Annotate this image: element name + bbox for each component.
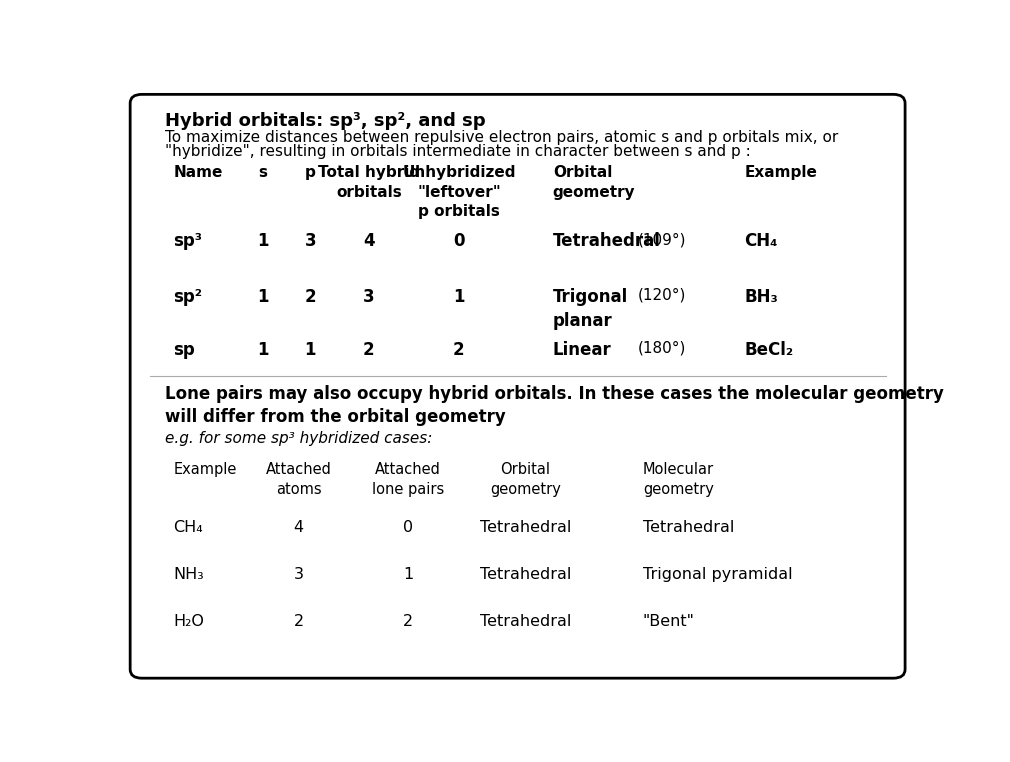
Text: Tetrahedral: Tetrahedral (480, 520, 571, 535)
Text: (109°): (109°) (638, 232, 687, 247)
Text: 3: 3 (304, 232, 316, 250)
Text: p: p (305, 165, 316, 180)
Text: Orbital
geometry: Orbital geometry (490, 463, 561, 497)
Text: 4: 4 (293, 520, 304, 535)
Text: H₂O: H₂O (174, 613, 204, 629)
Text: 1: 1 (258, 288, 269, 306)
Text: 0: 0 (403, 520, 413, 535)
Text: Lone pairs may also occupy hybrid orbitals. In these cases the molecular geometr: Lone pairs may also occupy hybrid orbita… (166, 385, 944, 403)
Text: Example: Example (744, 165, 817, 180)
Text: 4: 4 (363, 232, 375, 250)
Text: 1: 1 (403, 567, 413, 581)
Text: Name: Name (174, 165, 222, 180)
Text: 3: 3 (363, 288, 375, 306)
Text: Trigonal pyramidal: Trigonal pyramidal (643, 567, 793, 581)
Text: sp³: sp³ (174, 232, 202, 250)
Text: 3: 3 (294, 567, 303, 581)
Text: 0: 0 (453, 232, 465, 250)
Text: 2: 2 (304, 288, 316, 306)
Text: 2: 2 (453, 341, 465, 359)
Text: Unhybridized
"leftover"
p orbitals: Unhybridized "leftover" p orbitals (402, 165, 516, 219)
Text: 2: 2 (403, 613, 413, 629)
Text: Orbital
geometry: Orbital geometry (552, 165, 635, 200)
Text: 1: 1 (453, 288, 465, 306)
Text: 1: 1 (258, 232, 269, 250)
Text: 1: 1 (304, 341, 316, 359)
Text: Attached
atoms: Attached atoms (266, 463, 331, 497)
Text: Trigonal
planar: Trigonal planar (552, 288, 628, 330)
Text: NH₃: NH₃ (174, 567, 204, 581)
Text: "Bent": "Bent" (643, 613, 695, 629)
Text: BH₃: BH₃ (744, 288, 779, 306)
Text: To maximize distances between repulsive electron pairs, atomic s and p orbitals : To maximize distances between repulsive … (166, 130, 838, 145)
Text: CH₄: CH₄ (174, 520, 203, 535)
Text: Hybrid orbitals: sp³, sp², and sp: Hybrid orbitals: sp³, sp², and sp (166, 112, 486, 130)
FancyBboxPatch shape (130, 94, 905, 678)
Text: sp: sp (174, 341, 195, 359)
Text: will differ from the orbital geometry: will differ from the orbital geometry (166, 408, 506, 426)
Text: Tetrahedral: Tetrahedral (552, 232, 661, 250)
Text: Total hybrid
orbitals: Total hybrid orbitals (318, 165, 420, 200)
Text: 2: 2 (363, 341, 375, 359)
Text: "hybridize", resulting in orbitals intermediate in character between s and p :: "hybridize", resulting in orbitals inter… (166, 144, 751, 159)
Text: e.g. for some sp³ hybridized cases:: e.g. for some sp³ hybridized cases: (166, 431, 432, 446)
Text: (180°): (180°) (638, 341, 687, 356)
Text: 1: 1 (258, 341, 269, 359)
Text: Attached
lone pairs: Attached lone pairs (372, 463, 444, 497)
Text: sp²: sp² (174, 288, 202, 306)
Text: Example: Example (174, 463, 236, 477)
Text: Tetrahedral: Tetrahedral (643, 520, 734, 535)
Text: Tetrahedral: Tetrahedral (480, 613, 571, 629)
Text: BeCl₂: BeCl₂ (744, 341, 794, 359)
Text: s: s (259, 165, 268, 180)
Text: 2: 2 (293, 613, 304, 629)
Text: CH₄: CH₄ (744, 232, 778, 250)
Text: Tetrahedral: Tetrahedral (480, 567, 571, 581)
Text: Linear: Linear (552, 341, 612, 359)
Text: (120°): (120°) (638, 288, 687, 303)
Text: Molecular
geometry: Molecular geometry (643, 463, 714, 497)
